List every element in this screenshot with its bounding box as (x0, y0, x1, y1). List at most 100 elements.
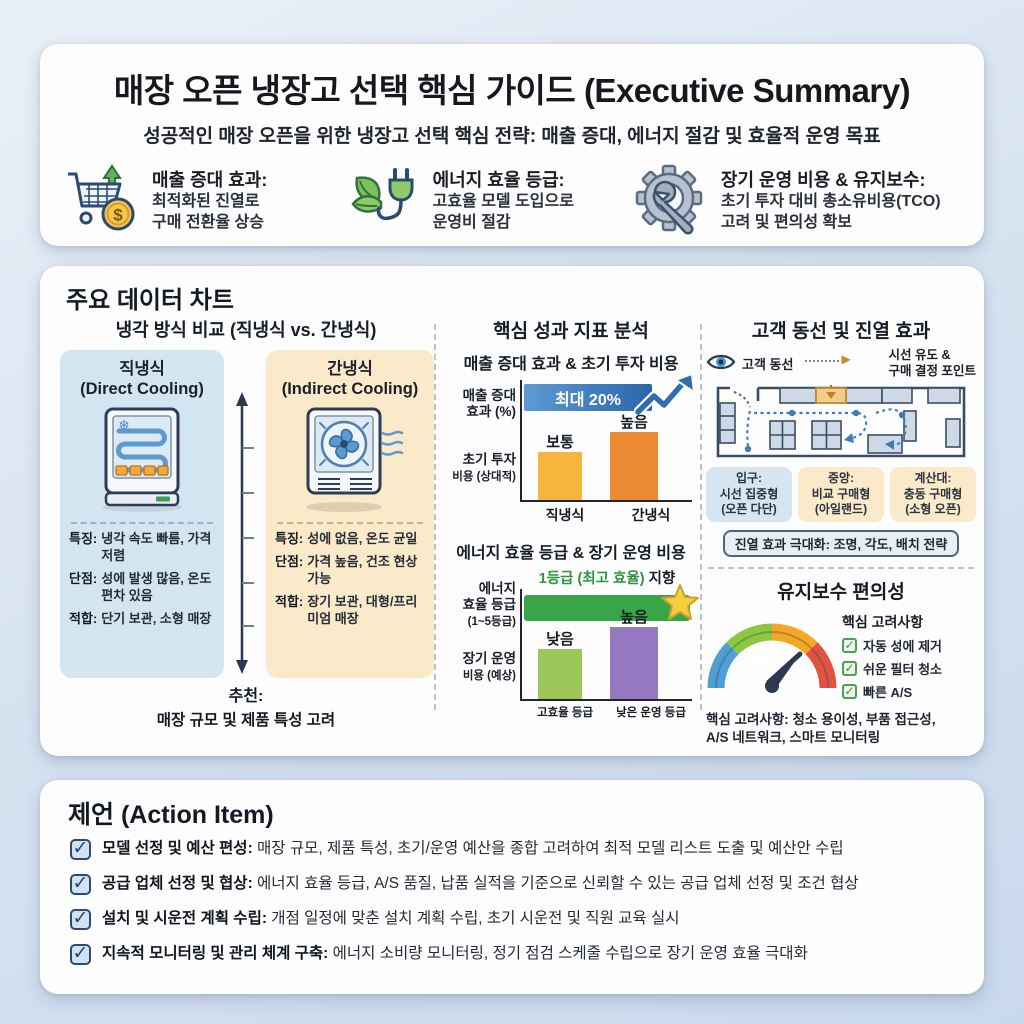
blue-checkbox-icon: ✓ (70, 839, 91, 860)
chart1-ylabel1b: 효과 (%) (466, 404, 516, 420)
action-text: 에너지 효율 등급, A/S 품질, 납품 실적을 기준으로 신뢰할 수 있는 … (252, 874, 859, 892)
indirect-row-text: 장기 보관, 대형/프리미엄 매장 (307, 593, 418, 626)
column-divider (434, 324, 436, 710)
zone-title: 중앙: (827, 471, 855, 486)
data-charts-card: 주요 데이터 차트 냉각 방식 비교 (직냉식 vs. 간냉식) 직냉식 (Di… (40, 266, 984, 756)
blue-checkbox-icon: ✓ (70, 908, 91, 930)
chart2-x1: 고효율 등급 (536, 707, 594, 719)
direct-name: 직냉식 (119, 360, 165, 378)
eye-label: 고객 동선 (742, 357, 794, 372)
green-check-icon: ✓ (842, 638, 857, 654)
checklist-text: 쉬운 필터 청소 (863, 662, 942, 678)
chart2-x2: 낮은 운영 등급 (616, 707, 686, 719)
zone-line: 시선 집중형 (719, 486, 779, 501)
highlight-energy: 에너지 효율 등급: 고효율 모델 도입으로 운영비 절감 (347, 162, 635, 241)
kpi-chart2-subtitle: 에너지 효율 등급 & 장기 운영 비용 (456, 545, 686, 562)
chart1-x1: 직냉식 (545, 507, 585, 523)
maintenance-note-line2: A/S 네트워크, 스마트 모니터링 (706, 730, 881, 746)
action-item: ✓ 모델 선정 및 예산 편성: 매장 규모, 제품 특성, 초기/운영 예산을… (70, 838, 970, 860)
bar-direct-cost: 보통 (538, 434, 582, 500)
zone-checkout: 계산대: 충동 구매형 (소형 오픈) (890, 467, 976, 523)
star-icon (660, 583, 700, 628)
direct-cooling-card: 직냉식 (Direct Cooling) ❄ (60, 350, 224, 678)
checklist-text: 빠른 A/S (863, 685, 913, 701)
highlight-tco-line1: 초기 투자 대비 총소유비용(TCO) (720, 193, 941, 211)
indirect-row-label: 특징: (275, 531, 304, 547)
action-text: 매장 규모, 제품 특성, 초기/운영 예산을 종합 고려하여 최적 모델 리스… (252, 840, 844, 857)
direct-row-text: 단기 보관, 소형 매장 (101, 610, 212, 626)
zone-title: 입구: (735, 471, 763, 486)
callout-line1: 시선 유도 & (888, 348, 951, 362)
checklist-title: 핵심 고려사항 (842, 614, 924, 631)
blue-checkbox-icon: ✓ (70, 943, 91, 965)
sales-vs-cost-chart: 매출 증대 효과 (%) 초기 투자 비용 (상대적) 최대 20% (444, 372, 698, 502)
maintenance-note-line1: 핵심 고려사항: 청소 용이성, 부품 접근성, (706, 712, 936, 728)
display-optimization-pill: 진열 효과 극대화: 조명, 각도, 배치 전략 (722, 530, 960, 558)
chart1-ylabel2: 초기 투자 (462, 452, 516, 467)
zone-title: 계산대: (914, 471, 952, 486)
kpi-chart1-subtitle: 매출 증대 효과 & 초기 투자 비용 (463, 356, 679, 373)
indirect-row-label: 단점: (275, 554, 304, 570)
grade-goal-caption: 1등급 (최고 효율) 지향 (522, 567, 692, 588)
chart1-ylabel1: 매출 증대 (462, 388, 516, 403)
actions-title: 제언 (Action Item) (68, 801, 274, 829)
highlight-energy-line1: 고효율 모델 도입으로 (432, 193, 574, 211)
zone-line: (오픈 다단) (721, 502, 777, 517)
direct-row-label: 적합: (69, 610, 98, 626)
checklist-item: ✓ 자동 성에 제거 (842, 636, 942, 655)
zone-line: 비교 구매형 (811, 486, 871, 501)
highlight-energy-title: 에너지 효율 등급: (432, 170, 565, 190)
direct-row-text: 냉각 속도 빠름, 가격 저렴 (101, 531, 212, 564)
highlight-sales-line1: 최적화된 진열로 (152, 193, 260, 211)
bar-label: 보통 (546, 434, 574, 451)
direct-row-label: 특징: (69, 531, 98, 547)
gear-wrench-icon (635, 162, 711, 241)
recommend-text: 매장 규모 및 제품 특성 고려 (156, 712, 336, 729)
chart1-ylabel2b: 비용 (상대적) (452, 471, 516, 484)
comparison-axis-arrow-icon (228, 388, 262, 683)
highlight-tco: 장기 운영 비용 & 유지보수: 초기 투자 대비 총소유비용(TCO) 고려 … (635, 162, 962, 241)
action-label: 공급 업체 선정 및 협상: (102, 874, 253, 892)
indirect-name-en: (Indirect Cooling) (281, 380, 419, 399)
zone-line: (아일랜드) (814, 502, 868, 517)
green-check-icon: ✓ (842, 661, 857, 677)
green-check-icon: ✓ (842, 684, 857, 700)
cooling-title: 냉각 방식 비교 (직냉식 vs. 간냉식) (115, 320, 377, 340)
page-title: 매장 오픈 냉장고 선택 핵심 가이드 (Executive Summary) (113, 72, 911, 109)
divider (708, 567, 974, 570)
cooling-comparison-panel: 냉각 방식 비교 (직냉식 vs. 간냉식) 직냉식 (Direct Cooli… (58, 316, 434, 736)
action-text: 에너지 소비량 모니터링, 정기 점검 스케줄 수립으로 장기 운영 효율 극대… (328, 944, 808, 962)
divider (277, 522, 423, 525)
highlight-energy-line2: 운영비 절감 (432, 214, 511, 232)
zone-center: 중앙: 비교 구매형 (아일랜드) (798, 467, 884, 523)
bar-label: 높음 (620, 414, 648, 431)
chart2-ylabel1b: 효율 등급 (462, 597, 516, 613)
direct-cooling-fridge-icon: ❄ (86, 405, 198, 518)
zone-entrance: 입구: 시선 집중형 (오픈 다단) (706, 467, 792, 523)
action-label: 설치 및 시운전 계획 수립: (102, 909, 267, 927)
divider (71, 522, 213, 525)
maintenance-gauge-icon (706, 610, 838, 699)
column-divider (700, 324, 702, 710)
highlight-tco-title: 장기 운영 비용 & 유지보수: (720, 170, 926, 190)
indirect-cooling-card: 간냉식 (Indirect Cooling) (266, 350, 434, 678)
indirect-row-label: 적합: (275, 593, 304, 609)
direct-row-text: 성에 발생 많음, 온도 편차 있음 (101, 571, 212, 603)
chart1-x2: 간냉식 (631, 507, 671, 523)
chart2-ylabel1: 에너지 (478, 581, 516, 596)
action-label: 모델 선정 및 예산 편성: (102, 840, 253, 857)
eye-icon (706, 352, 736, 375)
action-item: ✓ 지속적 모니터링 및 관리 체계 구축: 에너지 소비량 모니터링, 정기 … (70, 943, 970, 965)
indirect-row-text: 가격 높음, 건조 현상 가능 (307, 554, 418, 587)
chart2-ylabel1c: (1~5등급) (467, 616, 516, 629)
blue-checkbox-icon: ✓ (70, 873, 91, 895)
bar-high-efficiency: 낮음 (538, 631, 582, 699)
dotted-path-line (805, 360, 840, 362)
zone-line: (소형 오픈) (905, 502, 961, 517)
bar-label: 높음 (620, 609, 648, 626)
zone-line: 충동 구매형 (903, 486, 963, 501)
grade-goal-black: 지향 (644, 571, 676, 587)
checklist-item: ✓ 쉬운 필터 청소 (842, 659, 942, 678)
checklist-item: ✓ 빠른 A/S (842, 682, 942, 701)
customer-flow-panel: 고객 동선 및 진열 효과 고객 동선 ▶ 시선 유도 & 구매 결정 포인트 (706, 316, 976, 745)
